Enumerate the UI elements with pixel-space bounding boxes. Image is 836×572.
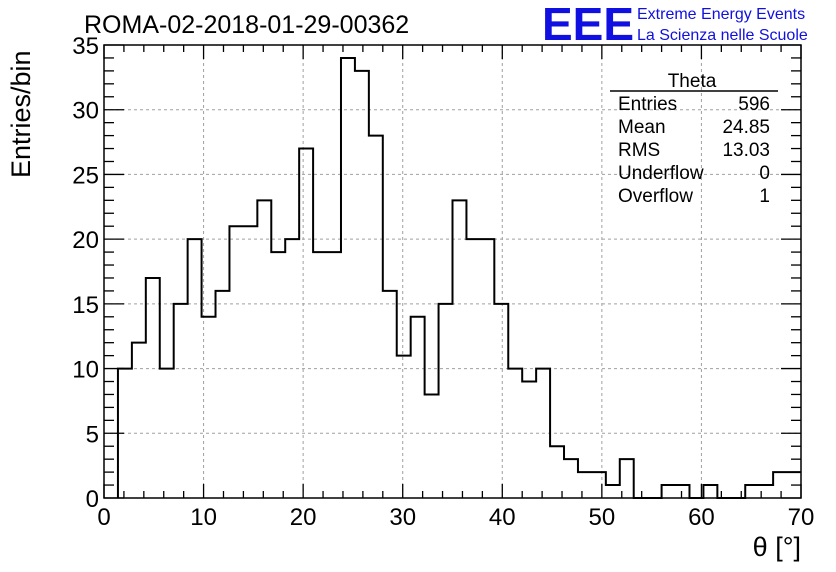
- histogram-bin: [592, 472, 606, 498]
- histogram-bin: [425, 394, 439, 498]
- histogram-bin: [578, 472, 592, 498]
- histogram-bin: [271, 252, 285, 498]
- histogram-bin: [411, 317, 425, 498]
- histogram-bin: [662, 485, 676, 498]
- stats-value-mean: 24.85: [722, 117, 770, 138]
- histogram-bin: [773, 472, 787, 498]
- stats-value-rms: 13.03: [722, 140, 770, 161]
- histogram-bin: [383, 291, 397, 498]
- stats-value-overflow: 1: [759, 186, 770, 207]
- histogram-bin: [550, 446, 564, 498]
- x-tick-label: 50: [589, 504, 616, 531]
- x-tick-label: 0: [97, 504, 110, 531]
- histogram-bin: [257, 200, 271, 498]
- histogram-bin: [216, 291, 230, 498]
- histogram-bin: [313, 252, 327, 498]
- histogram-bin: [369, 136, 383, 498]
- histogram-bars: [118, 58, 801, 498]
- chart-title: ROMA-02-2018-01-29-00362: [84, 11, 409, 39]
- y-tick-label: 25: [72, 162, 99, 189]
- x-tick-label: 20: [290, 504, 317, 531]
- logo-mark: EEE: [542, 0, 634, 50]
- stats-label-underflow: Underflow: [618, 163, 704, 184]
- eee-logo: EEE Extreme Energy Events La Scienza nel…: [542, 0, 808, 50]
- histogram-bin: [522, 382, 536, 498]
- histogram-bin: [745, 485, 759, 498]
- histogram-bin: [564, 459, 578, 498]
- histogram-bin: [453, 200, 467, 498]
- histogram-bin: [174, 304, 188, 498]
- x-tick-label: 30: [389, 504, 416, 531]
- histogram-bin: [229, 226, 243, 498]
- stats-box: Theta Entries 596 Mean 24.85 RMS 13.03 U…: [610, 71, 778, 207]
- y-tick-label: 30: [72, 98, 99, 125]
- histogram-bin: [494, 304, 508, 498]
- histogram-bin: [397, 356, 411, 498]
- histogram-bin: [676, 485, 690, 498]
- logo-line-1: Extreme Energy Events: [637, 6, 805, 23]
- histogram-bin: [132, 343, 146, 498]
- logo-line-2: La Scienza nelle Scuole: [637, 27, 808, 44]
- histogram-bin: [703, 485, 717, 498]
- stats-label-mean: Mean: [618, 117, 666, 138]
- y-tick-label: 0: [86, 486, 99, 513]
- y-tick-label: 20: [72, 227, 99, 254]
- x-tick-label: 70: [788, 504, 815, 531]
- y-axis-label: Entries/bin: [6, 50, 36, 178]
- x-axis-label: θ [°]: [753, 532, 801, 562]
- y-tick-label: 35: [72, 33, 99, 60]
- histogram-bin: [355, 71, 369, 498]
- y-tick-label: 10: [72, 357, 99, 384]
- histogram-bin: [243, 226, 257, 498]
- x-tick-label: 60: [688, 504, 715, 531]
- plot-frame: [103, 44, 802, 499]
- stats-label-rms: RMS: [618, 140, 660, 161]
- histogram-bin: [146, 278, 160, 498]
- stats-header: Theta: [668, 71, 717, 92]
- histogram-bin: [327, 252, 341, 498]
- stats-value-entries: 596: [738, 94, 770, 115]
- histogram-outline: [116, 56, 801, 499]
- stats-label-overflow: Overflow: [618, 186, 693, 207]
- histogram-bin: [299, 149, 313, 498]
- histogram-bin: [439, 304, 453, 498]
- y-tick-label: 5: [86, 421, 99, 448]
- histogram-bin: [606, 485, 620, 498]
- stats-label-entries: Entries: [618, 94, 677, 115]
- y-tick-label: 15: [72, 292, 99, 319]
- histogram-bin: [341, 58, 355, 498]
- stats-value-underflow: 0: [759, 163, 770, 184]
- x-tick-label: 10: [190, 504, 217, 531]
- x-tick-label: 40: [489, 504, 516, 531]
